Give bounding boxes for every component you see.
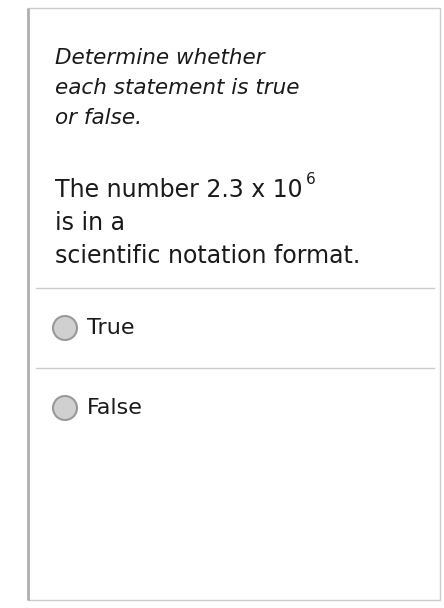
Text: True: True	[87, 318, 135, 338]
Text: 6: 6	[306, 172, 316, 187]
Text: False: False	[87, 398, 143, 418]
Text: scientific notation format.: scientific notation format.	[55, 244, 360, 268]
Text: is in a: is in a	[55, 211, 125, 235]
FancyBboxPatch shape	[28, 8, 440, 600]
Text: each statement is true: each statement is true	[55, 78, 300, 98]
Text: or false.: or false.	[55, 108, 142, 128]
Text: Determine whether: Determine whether	[55, 48, 265, 68]
Circle shape	[53, 396, 77, 420]
Text: The number 2.3 x 10: The number 2.3 x 10	[55, 178, 303, 202]
Circle shape	[53, 316, 77, 340]
